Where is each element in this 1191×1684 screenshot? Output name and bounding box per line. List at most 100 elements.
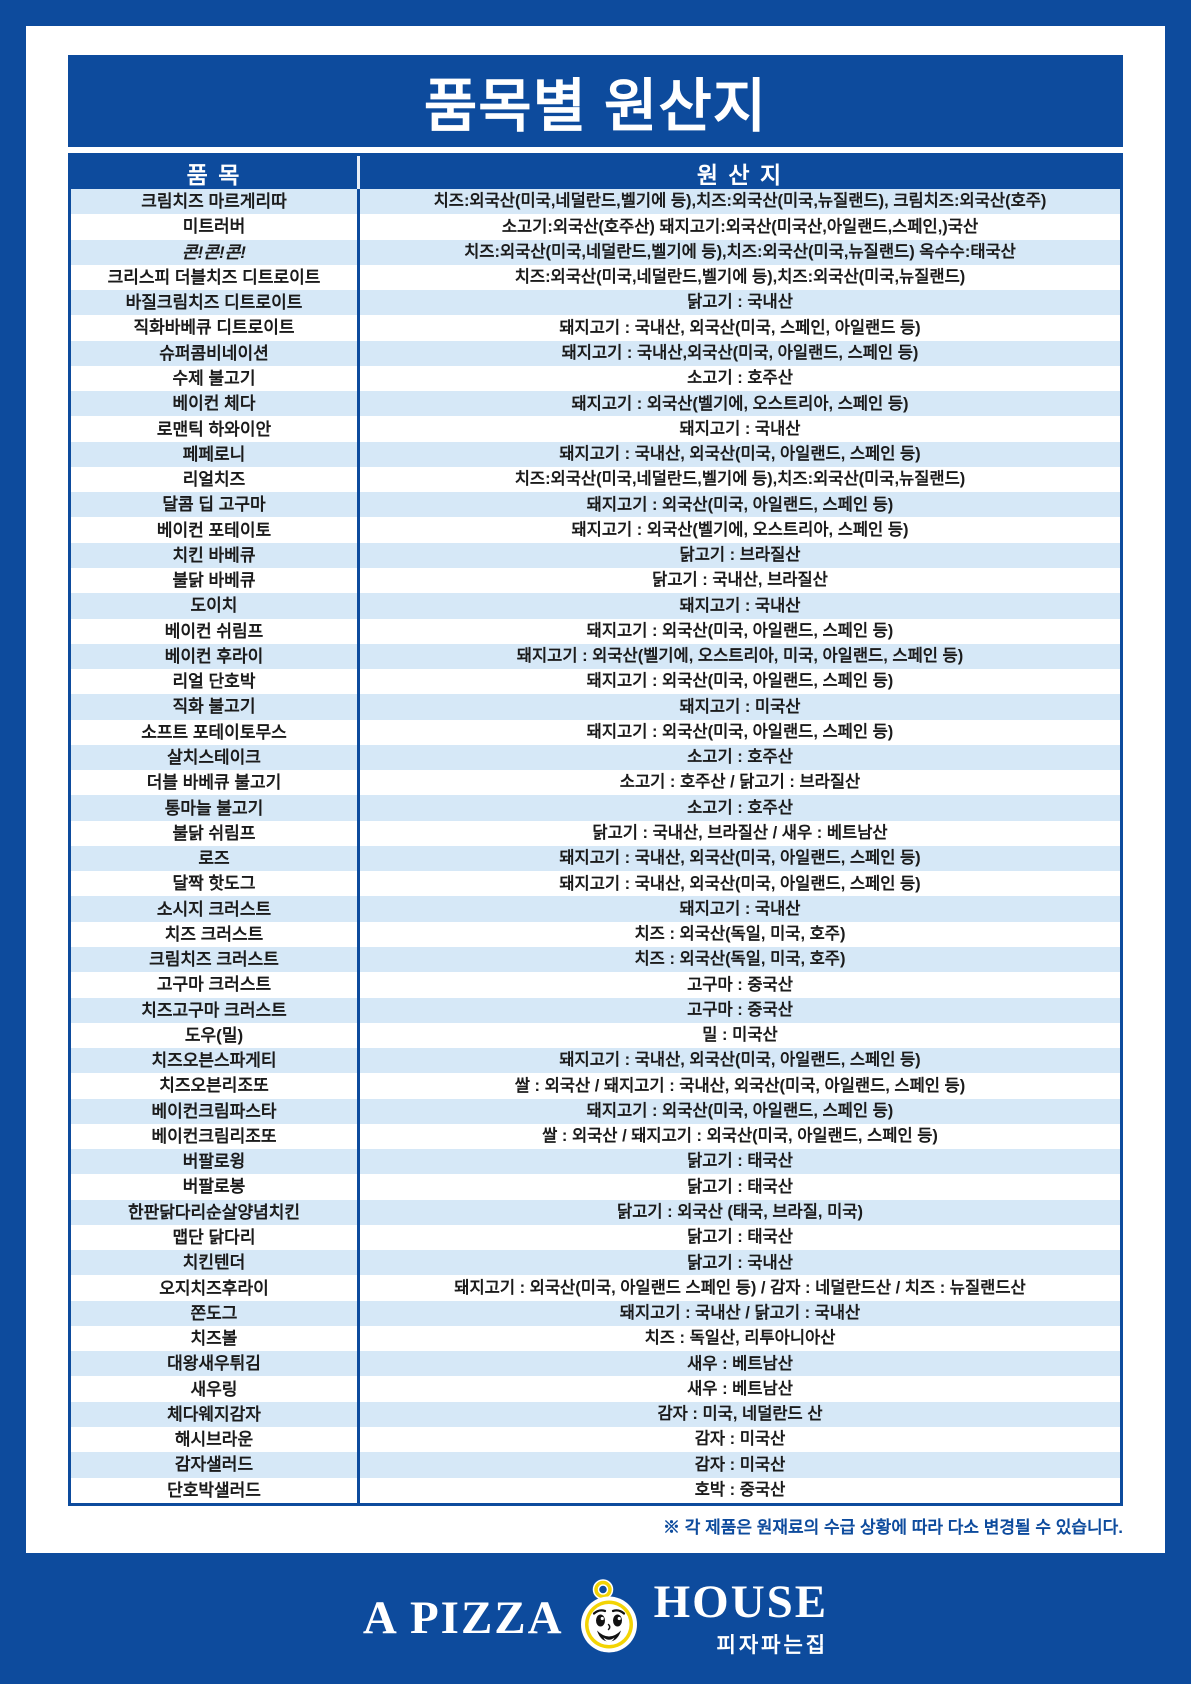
table-row: 직화바베큐 디트로이트 돼지고기 : 국내산, 외국산(미국, 스페인, 아일랜드… xyxy=(71,315,1120,341)
item-name: 치즈오븐리조또 xyxy=(71,1073,360,1099)
table-row: 도이치 돼지고기 : 국내산 xyxy=(71,593,1120,619)
origin-value: 쌀 : 외국산 / 돼지고기 : 국내산, 외국산(미국, 아일랜드, 스페인 … xyxy=(514,1076,966,1095)
table-row: 베이컨 쉬림프 돼지고기 : 외국산(미국, 아일랜드, 스페인 등) xyxy=(71,618,1120,644)
item-name: 베이컨크림리조또 xyxy=(71,1123,360,1150)
origin-value: 고구마 : 중국산 xyxy=(687,1000,793,1019)
table-row: 수제 불고기 소고기 : 호주산 xyxy=(71,365,1120,392)
item-name: 치즈 크러스트 xyxy=(71,921,360,947)
item-name: 고구마 크러스트 xyxy=(71,972,360,998)
table-row: 달짝 핫도그 돼지고기 : 국내산, 외국산(미국, 아일랜드, 스페인 등) xyxy=(71,871,1120,897)
item-name: 치킨텐더 xyxy=(71,1250,360,1276)
item-name: 버팔로봉 xyxy=(71,1174,360,1200)
origin-value: 닭고기 : 국내산, 브라질산 xyxy=(652,571,828,590)
item-name: 직화 불고기 xyxy=(71,694,360,720)
item-name: 직화바베큐 디트로이트 xyxy=(71,315,360,341)
table-row: 슈퍼콤비네이션 돼지고기 : 국내산,외국산(미국, 아일랜드, 스페인 등) xyxy=(71,340,1120,366)
origin-value: 돼지고기 : 국내산 xyxy=(679,419,801,438)
table-row: 살치스테이크 소고기 : 호주산 xyxy=(71,744,1120,771)
origin-value: 돼지고기 : 외국산(미국, 아일랜드 스페인 등) / 감자 : 네덜란드산 … xyxy=(454,1278,1026,1297)
origin-value: 치즈:외국산(미국,네덜란드,벨기에 등),치즈:외국산(미국,뉴질랜드) xyxy=(514,268,966,287)
table-row: 치즈볼 치즈 : 독일산, 리투아니아산 xyxy=(71,1325,1120,1352)
pizza-house-mascot-icon xyxy=(580,1578,637,1652)
origin-value: 돼지고기 : 국내산,외국산(미국, 아일랜드, 스페인 등) xyxy=(561,343,919,362)
table-row: 단호박샐러드 호박 : 중국산 xyxy=(71,1477,1120,1503)
footnote-text: ※ 각 제품은 원재료의 수급 상황에 따라 다소 변경될 수 있습니다. xyxy=(663,1518,1123,1537)
item-name: 페페로니 xyxy=(71,441,360,467)
table-row: 통마늘 불고기 소고기 : 호주산 xyxy=(71,795,1120,821)
origin-value: 치즈 : 외국산(독일, 미국, 호주) xyxy=(634,950,846,969)
table-row: 버팔로윙 닭고기 : 태국산 xyxy=(71,1149,1120,1175)
origin-value: 돼지고기 : 국내산, 외국산(미국, 아일랜드, 스페인 등) xyxy=(559,445,921,464)
item-name: 미트러버 xyxy=(71,214,360,240)
item-name: 로맨틱 하와이안 xyxy=(71,416,360,442)
origin-value: 돼지고기 : 외국산(미국, 아일랜드, 스페인 등) xyxy=(586,722,894,741)
table-row: 불닭 바베큐 닭고기 : 국내산, 브라질산 xyxy=(71,567,1120,594)
origin-value: 돼지고기 : 외국산(미국, 아일랜드, 스페인 등) xyxy=(586,495,894,514)
item-name: 도이치 xyxy=(71,593,360,619)
item-name: 슈퍼콤비네이션 xyxy=(71,340,360,366)
origin-value: 닭고기 : 국내산 xyxy=(687,1253,793,1272)
table-row: 소프트 포테이토무스 돼지고기 : 외국산(미국, 아일랜드, 스페인 등) xyxy=(71,719,1120,745)
item-name: 한판닭다리순살양념치킨 xyxy=(71,1199,360,1225)
origin-value: 돼지고기 : 국내산 / 닭고기 : 국내산 xyxy=(619,1304,861,1323)
origin-value: 치즈 : 외국산(독일, 미국, 호주) xyxy=(634,925,846,944)
item-name: 감자샐러드 xyxy=(71,1452,360,1478)
table-row: 미트러버 소고기:외국산(호주산) 돼지고기:외국산(미국산,아일랜드,스페인,)… xyxy=(71,214,1120,240)
origin-value: 돼지고기 : 외국산(미국, 아일랜드, 스페인 등) xyxy=(586,672,894,691)
item-name: 달콤 딥 고구마 xyxy=(71,492,360,518)
origin-value: 감자 : 미국산 xyxy=(694,1455,786,1474)
table-row: 로맨틱 하와이안 돼지고기 : 국내산 xyxy=(71,416,1120,442)
table-row: 맵단 닭다리 닭고기 : 태국산 xyxy=(71,1224,1120,1251)
origin-value: 돼지고기 : 국내산 xyxy=(679,596,801,615)
origin-value: 소고기 : 호주산 xyxy=(687,748,793,767)
origin-value: 돼지고기 : 국내산, 외국산(미국, 아일랜드, 스페인 등) xyxy=(559,1051,921,1070)
origin-value: 호박 : 중국산 xyxy=(694,1480,786,1499)
origin-value: 돼지고기 : 외국산(미국, 아일랜드, 스페인 등) xyxy=(586,1101,894,1120)
column-header-item: 품 목 xyxy=(71,156,360,190)
origin-table: 품 목 원 산 지 크림치즈 마르게리따 치즈:외국산(미국,네덜란드,벨기에 등… xyxy=(68,153,1123,1506)
item-name: 베이컨 후라이 xyxy=(71,643,360,670)
origin-value: 돼지고기 : 외국산(벨기에, 오스트리아, 미국, 아일랜드, 스페인 등) xyxy=(516,647,964,666)
table-header-row: 품 목 원 산 지 xyxy=(71,156,1120,190)
item-name: 살치스테이크 xyxy=(71,744,360,771)
item-name: 로즈 xyxy=(71,845,360,872)
table-row: 치킨텐더 닭고기 : 국내산 xyxy=(71,1250,1120,1276)
item-name: 베이컨크림파스타 xyxy=(71,1098,360,1124)
table-row: 소시지 크러스트 돼지고기 : 국내산 xyxy=(71,896,1120,922)
item-name: 치킨 바베큐 xyxy=(71,542,360,568)
origin-value: 소고기:외국산(호주산) 돼지고기:외국산(미국산,아일랜드,스페인,)국산 xyxy=(501,217,979,236)
brand-footer: A PIZZA HOUSE 피자파는집 xyxy=(0,1553,1191,1684)
table-row: 크림치즈 크러스트 치즈 : 외국산(독일, 미국, 호주) xyxy=(71,946,1120,973)
item-name: 베이컨 체다 xyxy=(71,391,360,417)
origin-value: 닭고기 : 국내산, 브라질산 / 새우 : 베트남산 xyxy=(592,824,888,843)
item-name: 오지치즈후라이 xyxy=(71,1275,360,1301)
table-row: 버팔로봉 닭고기 : 태국산 xyxy=(71,1174,1120,1200)
origin-value: 새우 : 베트남산 xyxy=(687,1379,793,1398)
item-name: 치즈오븐스파게티 xyxy=(71,1048,360,1074)
table-row: 대왕새우튀김 새우 : 베트남산 xyxy=(71,1351,1120,1377)
origin-value: 닭고기 : 외국산 (태국, 브라질, 미국) xyxy=(617,1203,863,1221)
table-row: 베이컨 후라이 돼지고기 : 외국산(벨기에, 오스트리아, 미국, 아일랜드, … xyxy=(71,643,1120,670)
table-row: 베이컨 체다 돼지고기 : 외국산(벨기에, 오스트리아, 스페인 등) xyxy=(71,391,1120,417)
origin-value: 돼지고기 : 외국산(벨기에, 오스트리아, 스페인 등) xyxy=(571,394,909,413)
item-name: 치즈볼 xyxy=(71,1325,360,1352)
table-row: 크림치즈 마르게리따 치즈:외국산(미국,네덜란드,벨기에 등),치즈:외국산(미… xyxy=(71,189,1120,215)
origin-value: 밀 : 미국산 xyxy=(702,1026,778,1045)
origin-value: 치즈 : 독일산, 리투아니아산 xyxy=(644,1329,836,1348)
table-row: 바질크림치즈 디트로이트 닭고기 : 국내산 xyxy=(71,290,1120,316)
table-row: 콘!콘!콘! 치즈:외국산(미국,네덜란드,벨기에 등),치즈:외국산(미국,뉴질… xyxy=(71,239,1120,265)
table-row: 페페로니 돼지고기 : 국내산, 외국산(미국, 아일랜드, 스페인 등) xyxy=(71,441,1120,467)
origin-value: 돼지고기 : 국내산, 외국산(미국, 아일랜드, 스페인 등) xyxy=(559,849,921,868)
table-row: 도우(밀) 밀 : 미국산 xyxy=(71,1022,1120,1049)
origin-value: 감자 : 미국, 네덜란드 산 xyxy=(657,1405,823,1424)
origin-value: 소고기 : 호주산 xyxy=(687,369,793,388)
table-row: 새우링 새우 : 베트남산 xyxy=(71,1376,1120,1402)
table-row: 고구마 크러스트 고구마 : 중국산 xyxy=(71,972,1120,998)
item-name: 리얼치즈 xyxy=(71,466,360,493)
table-row: 리얼치즈 치즈:외국산(미국,네덜란드,벨기에 등),치즈:외국산(미국,뉴질랜드… xyxy=(71,466,1120,493)
origin-value: 소고기 : 호주산 xyxy=(687,798,793,817)
item-name: 맵단 닭다리 xyxy=(71,1224,360,1251)
brand-wordmark-left: A PIZZA xyxy=(362,1592,564,1644)
item-name: 단호박샐러드 xyxy=(71,1477,360,1503)
